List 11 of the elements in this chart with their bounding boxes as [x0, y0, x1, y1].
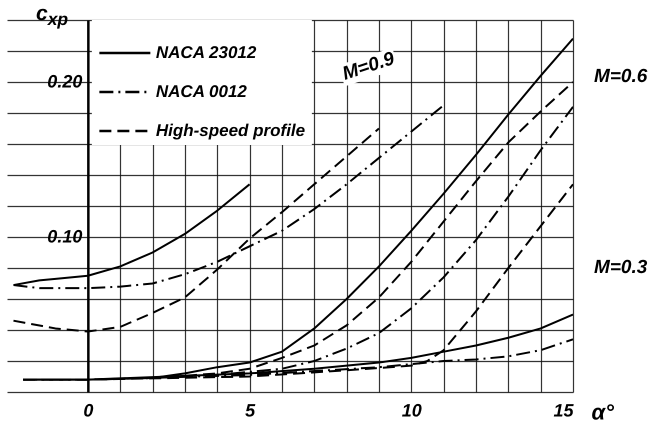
- x-axis-title: α°: [592, 400, 614, 424]
- x-tick-label: 10: [402, 400, 422, 420]
- annotation: M=0.9: [338, 48, 400, 86]
- x-tick-label: 0: [83, 400, 94, 420]
- text: M=0.3: [592, 257, 650, 279]
- legend-label: NACA 23012: [156, 43, 257, 62]
- text: M=0.6: [592, 66, 650, 88]
- legend-label: NACA 0012: [156, 82, 248, 101]
- x-tick-label: 5: [245, 400, 256, 420]
- legend-label: High-speed profile: [156, 121, 306, 140]
- x-tick-label: 15: [553, 400, 574, 420]
